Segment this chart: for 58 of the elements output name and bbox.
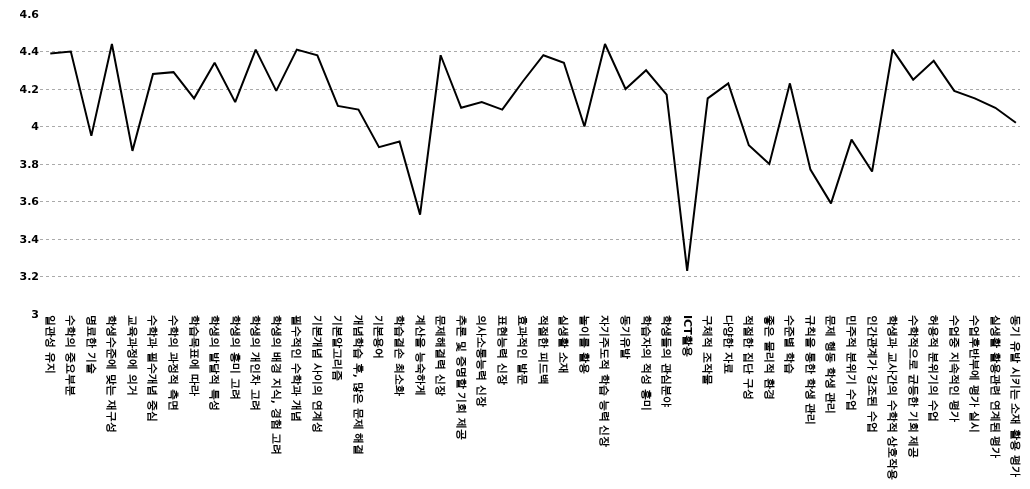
x-tick-label: 일관성 유지	[43, 315, 57, 374]
y-tick-label: 3	[31, 307, 39, 321]
y-tick-label: 4	[31, 120, 40, 134]
x-tick-label: 학생의 흥미 고려	[228, 315, 242, 400]
x-tick-label: 수준별 학습	[783, 315, 797, 374]
x-tick-label: 자기주도적 학습 능력 신장	[598, 315, 612, 448]
x-tick-label: 학생의 발달적 특성	[208, 315, 222, 411]
x-tick-label: 표현능력 신장	[495, 315, 509, 385]
x-tick-label: 놀이를 활용	[577, 315, 591, 374]
x-tick-label: 필수적인 수학과 개념	[290, 315, 304, 422]
y-tick-label: 3.8	[19, 157, 39, 171]
x-tick-label: 기본알고리즘	[331, 315, 345, 381]
x-tick-label: 학습목표에 따라	[187, 315, 201, 396]
x-tick-label: 허용적 분위기의 수업	[927, 315, 941, 422]
x-tick-label: 교육과정에 의거	[125, 315, 139, 396]
x-tick-label: 민주적 분위기 수업	[844, 315, 858, 411]
y-tick-label: 4.6	[19, 7, 40, 21]
x-tick-label: 의사소통능력 신장	[475, 315, 489, 407]
x-tick-label: 학습자의 적성 흥미	[639, 315, 653, 411]
x-tick-label: 수학의 과정적 측면	[166, 315, 180, 411]
x-tick-label: 효과적인 발문	[516, 315, 530, 385]
x-tick-label: 구체적 조작물	[701, 315, 715, 385]
x-tick-label: 다양한 자료	[721, 315, 735, 374]
x-tick-label: 문제해결력 신장	[434, 315, 448, 396]
x-tick-label: 실생활 활용관련 연계된 평가	[988, 315, 1002, 459]
x-tick-label: 기본개념 사이의 연계성	[310, 315, 324, 433]
x-tick-label: 학생과 교사간의 수학적 상호작용	[886, 315, 900, 481]
x-tick-label: 학생수준에 맞는 재구성	[105, 315, 119, 433]
x-tick-label: 인간관계가 강조된 수업	[865, 315, 879, 433]
y-tick-label: 3.6	[19, 195, 40, 209]
x-tick-label: 계산을 능숙하게	[413, 315, 427, 396]
x-tick-label: 개념학습 후, 많은 문제 해결	[351, 315, 365, 456]
x-tick-label: ICT활용	[680, 315, 694, 357]
x-tick-label: 실생활 소재	[557, 315, 571, 374]
y-tick-label: 4.4	[19, 45, 40, 59]
x-tick-label: 학생의 배경 지식, 경험 고려	[269, 315, 283, 456]
x-tick-label: 수학과 필수개념 중심	[146, 315, 160, 422]
y-tick-label: 4.2	[19, 82, 39, 96]
x-tick-label: 기본용어	[372, 315, 386, 359]
x-tick-label: 학습결손 최소화	[392, 315, 406, 396]
x-tick-label: 좋은 물리적 환경	[762, 315, 776, 400]
x-tick-label: 규칙을 통한 학생 관리	[803, 315, 817, 426]
x-tick-label: 추론 및 증명할 기회 제공	[454, 315, 468, 441]
line-series	[49, 43, 1017, 272]
x-tick-label: 동기유발	[618, 315, 632, 359]
x-tick-label: 수학적으로 균등한 기회 제공	[906, 315, 920, 459]
x-tick-label: 적절한 피드백	[536, 315, 550, 385]
x-tick-label: 문제 행동 학생 관리	[824, 315, 838, 415]
x-tick-label: 수업후반부에 평가 실시	[968, 315, 982, 433]
x-tick-label: 적절한 집단 구성	[742, 315, 756, 400]
y-tick-label: 3.4	[19, 232, 40, 246]
x-tick-label: 동기 유발 시키는 소재 활용 평가	[1009, 315, 1023, 478]
y-tick-label: 3.2	[19, 270, 39, 284]
x-tick-label: 학생들의 관심분야	[660, 315, 674, 407]
x-tick-label: 학생의 개인차 고려	[249, 315, 263, 411]
x-tick-label: 수학의 중요부분	[64, 315, 78, 396]
x-tick-label: 수업중 지속적인 평가	[947, 315, 961, 422]
x-tick-label: 명료한 기술	[84, 315, 98, 374]
